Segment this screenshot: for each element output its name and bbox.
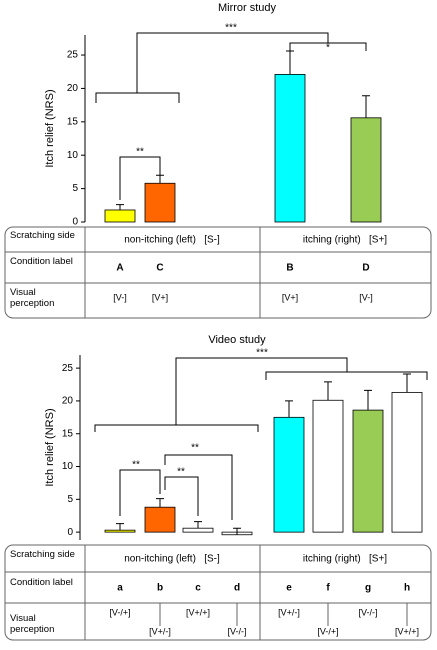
condition-label: C: [156, 263, 163, 274]
scratching-side: non-itching (left) [S-]: [124, 235, 220, 246]
condition-label: a: [117, 583, 123, 594]
y-tick-label: 10: [62, 461, 74, 472]
condition-label: f: [326, 583, 330, 594]
row-label: Scratching side: [10, 549, 75, 560]
condition-label: g: [365, 583, 371, 594]
significance-bracket: [164, 454, 233, 520]
significance-label: **: [177, 467, 185, 478]
condition-label: c: [195, 583, 201, 594]
y-axis-label: Itch relief (NRS): [44, 408, 56, 486]
condition-label: b: [157, 583, 163, 594]
y-tick-label: 0: [72, 217, 78, 228]
significance-bracket: [119, 469, 161, 516]
condition-label: B: [286, 263, 293, 274]
error-bar: [156, 498, 164, 508]
significance-label: *: [326, 43, 330, 54]
table-border: [4, 226, 432, 319]
visual-perception: [V-/+]: [109, 607, 130, 617]
y-tick-label: 15: [67, 116, 79, 127]
error-bar: [324, 381, 332, 401]
visual-perception: [V-/+]: [317, 626, 338, 636]
bar: [391, 391, 423, 533]
significance-label: **: [136, 147, 144, 158]
bar: [104, 209, 136, 223]
significance-bracket: [164, 476, 199, 516]
scratching-side: itching (right) [S+]: [303, 235, 387, 246]
visual-perception: [V+/+]: [186, 607, 210, 617]
y-tick-label: 25: [67, 50, 79, 61]
bar: [144, 182, 176, 223]
y-tick-label: 0: [67, 527, 73, 538]
error-bar: [362, 95, 370, 118]
visual-perception: [V-]: [359, 292, 373, 302]
bar: [350, 117, 382, 223]
bar: [274, 74, 306, 223]
y-tick-label: 5: [72, 183, 78, 194]
row-label: Condition label: [10, 577, 73, 588]
condition-label: d: [234, 583, 240, 594]
condition-label: A: [116, 263, 123, 274]
scratching-side: non-itching (left) [S-]: [124, 554, 220, 565]
error-bar: [194, 521, 202, 529]
error-bar: [233, 527, 241, 535]
bar: [144, 506, 176, 533]
scratching-side: itching (right) [S+]: [303, 554, 387, 565]
row-label: Scratching side: [10, 230, 75, 241]
significance-label: ***: [225, 23, 237, 34]
error-bar: [403, 373, 411, 393]
y-tick-label: 5: [67, 494, 73, 505]
significance-label: **: [132, 460, 140, 471]
chart-title: Video study: [208, 334, 266, 346]
y-tick-label: 20: [62, 396, 74, 407]
row-label: Visual perception: [10, 613, 55, 635]
error-bar: [116, 523, 124, 531]
error-bar: [286, 50, 294, 75]
chart-title: Mirror study: [218, 2, 277, 14]
significance-label: ***: [256, 348, 268, 359]
visual-perception: [V+/+]: [395, 626, 419, 636]
visual-perception: [V+]: [152, 292, 168, 302]
row-label: Visual perception: [10, 287, 55, 309]
bar: [182, 527, 214, 533]
condition-label: e: [286, 583, 292, 594]
visual-perception: [V+/-]: [149, 626, 171, 636]
y-tick-label: 10: [67, 150, 79, 161]
visual-perception: [V+/-]: [278, 607, 300, 617]
significance-bracket: [119, 156, 161, 200]
visual-perception: [V-/-]: [358, 607, 377, 617]
bar: [104, 529, 136, 533]
table-border: [4, 544, 432, 641]
significance-bracket: [95, 32, 329, 103]
significance-label: **: [191, 443, 199, 454]
visual-perception: [V-]: [113, 292, 127, 302]
y-tick-label: 15: [62, 428, 74, 439]
row-label: Condition label: [10, 256, 73, 267]
bar: [273, 416, 305, 533]
y-tick-label: 20: [67, 83, 79, 94]
bar: [312, 399, 344, 533]
condition-label: h: [404, 583, 410, 594]
error-bar: [364, 389, 372, 411]
visual-perception: [V-/-]: [227, 626, 246, 636]
condition-label: D: [362, 263, 369, 274]
y-tick-label: 25: [62, 363, 74, 374]
error-bar: [285, 400, 293, 418]
visual-perception: [V+]: [282, 292, 298, 302]
significance-bracket: [94, 357, 428, 432]
bar: [352, 409, 384, 533]
y-axis-label: Itch relief (NRS): [44, 89, 56, 167]
error-bar: [116, 204, 124, 210]
